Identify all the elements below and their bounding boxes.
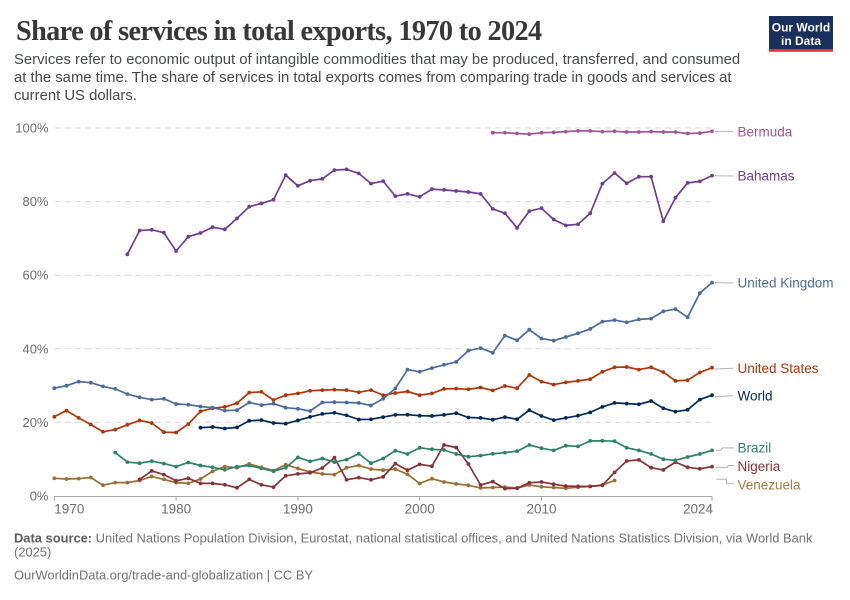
svg-text:United States: United States: [738, 361, 819, 376]
svg-text:Bahamas: Bahamas: [738, 169, 795, 184]
svg-text:OurWorldinData.org/trade-and-g: OurWorldinData.org/trade-and-globalizati…: [14, 568, 313, 583]
svg-text:Bermuda: Bermuda: [738, 124, 793, 139]
svg-text:current US dollars.: current US dollars.: [14, 88, 137, 104]
svg-text:1980: 1980: [161, 502, 191, 517]
svg-text:Venezuela: Venezuela: [738, 477, 802, 492]
svg-text:2010: 2010: [526, 502, 556, 517]
svg-text:(2025): (2025): [14, 545, 51, 560]
svg-text:at the same time. The share of: at the same time. The share of services …: [14, 70, 732, 86]
svg-text:80%: 80%: [22, 194, 48, 209]
svg-text:1970: 1970: [54, 502, 84, 517]
svg-text:20%: 20%: [22, 415, 48, 430]
svg-text:Our World: Our World: [772, 21, 830, 35]
svg-text:100%: 100%: [15, 121, 49, 136]
svg-text:in Data: in Data: [781, 34, 821, 48]
svg-text:0%: 0%: [30, 489, 49, 504]
svg-text:60%: 60%: [22, 268, 48, 283]
svg-text:World: World: [738, 389, 773, 404]
svg-text:Brazil: Brazil: [738, 441, 772, 456]
svg-text:Share of services in total exp: Share of services in total exports, 1970…: [16, 16, 542, 47]
svg-text:United Kingdom: United Kingdom: [738, 276, 834, 291]
svg-text:1990: 1990: [283, 502, 313, 517]
svg-text:Services refer to economic out: Services refer to economic output of int…: [14, 52, 740, 68]
svg-text:2024: 2024: [683, 502, 714, 517]
svg-text:Data source: United Nations Po: Data source: United Nations Population D…: [14, 531, 813, 546]
svg-text:2000: 2000: [405, 502, 435, 517]
svg-text:Nigeria: Nigeria: [738, 459, 781, 474]
svg-text:40%: 40%: [22, 341, 48, 356]
